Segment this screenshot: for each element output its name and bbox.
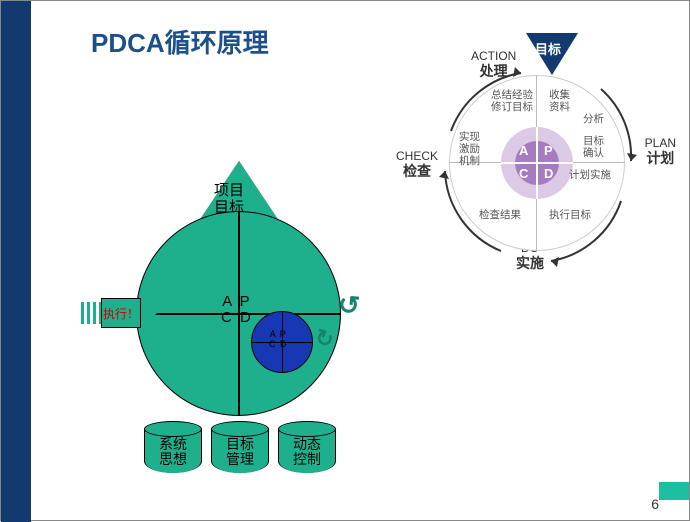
- exec-arrow-label: 执行！: [101, 298, 141, 328]
- apcd-bottom: C D: [221, 309, 253, 326]
- cyl3-l1: 动态: [293, 436, 321, 452]
- exec-arrow-head: [141, 296, 157, 330]
- sub-apcd-label: A P C D: [269, 329, 288, 349]
- seg-mechanism: 实现激励机制: [459, 131, 480, 167]
- seg-analyze: 分析: [583, 113, 604, 125]
- core-a: A: [519, 143, 528, 158]
- seg-inspect: 检查结果: [479, 209, 521, 221]
- cyl1-l2: 思想: [159, 451, 187, 467]
- left-sidebar-bar: [1, 1, 31, 522]
- wheel-goal-label: 目标: [535, 39, 561, 58]
- apcd-top: A P: [222, 293, 251, 310]
- cylinder-1: 系统思想: [144, 421, 202, 473]
- core-p: P: [544, 143, 553, 158]
- seg-implement: 计划实施: [569, 169, 611, 181]
- cylinder-3: 动态控制: [278, 421, 336, 473]
- seg-confirm: 目标确认: [583, 135, 604, 159]
- plan-cn: 计划: [646, 150, 674, 166]
- bottom-accent: [659, 482, 689, 500]
- sub-apcd-bottom: C D: [269, 339, 288, 349]
- curl-arrow-big: ↻: [337, 289, 361, 322]
- cylinder-2: 目标管理: [211, 421, 269, 473]
- goal-line1: 项目: [214, 182, 244, 199]
- cyl1-l1: 系统: [159, 436, 187, 452]
- page-number: 6: [651, 496, 659, 512]
- main-apcd-label: A P C D: [221, 294, 253, 326]
- core-c: C: [519, 166, 528, 181]
- wheel-label-plan: PLAN 计划: [645, 136, 676, 166]
- cyl2-l1: 目标: [226, 436, 254, 452]
- pdca-left-diagram: 项目 目标 A P C D A P C D ↻ ↻ 执行！ 系统思想 目标管理 …: [96, 146, 386, 496]
- cyl3-l2: 控制: [293, 451, 321, 467]
- plan-en: PLAN: [645, 136, 676, 151]
- sub-apcd-top: A P: [270, 329, 287, 339]
- slide-title: PDCA循环原理: [91, 23, 269, 60]
- pdca-wheel: 目标 ACTION 处理 PLAN 计划 DO 实施 CHECK 检查 A P …: [401, 31, 671, 301]
- seg-collect: 收集资料: [549, 89, 570, 113]
- check-cn: 检查: [403, 163, 431, 179]
- cyl2-l2: 管理: [226, 451, 254, 467]
- core-cross-v: [536, 127, 538, 199]
- exec-arrow-tail: [81, 302, 101, 324]
- seg-execute: 执行目标: [549, 209, 591, 221]
- core-d: D: [544, 166, 553, 181]
- seg-summarize: 总结经验修订目标: [491, 89, 533, 113]
